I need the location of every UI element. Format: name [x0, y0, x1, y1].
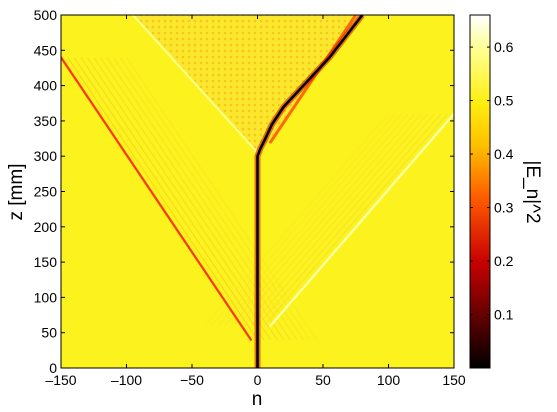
right-fringe-line	[257, 113, 442, 326]
x-axis: –150 –100 −50 0 50 100 150	[45, 15, 466, 388]
right-fringe-line	[211, 113, 396, 326]
x-tick-label: 100	[377, 372, 401, 388]
left-fringe-line	[93, 57, 285, 341]
left-radiation-edge	[61, 56, 253, 341]
central-soliton	[256, 15, 364, 368]
y-tick-label: 150	[34, 254, 58, 270]
colorbar-tick-label: 0.3	[494, 200, 514, 216]
right-fringe-line	[204, 113, 389, 326]
left-fringe-line	[67, 57, 258, 341]
y-tick-label: 100	[34, 289, 58, 305]
colorbar-tick-label: 0.4	[494, 146, 514, 162]
right-radiation-edge	[269, 112, 454, 327]
x-tick-label: –100	[111, 372, 142, 388]
left-fringe-line	[106, 57, 298, 341]
right-fringe-line	[217, 113, 402, 326]
left-fringe-line	[112, 57, 304, 341]
heatmap-features	[61, 15, 454, 368]
right-fringe-line	[250, 113, 435, 326]
x-tick-label: −50	[180, 372, 204, 388]
x-axis-label: n	[252, 389, 263, 410]
colorbar-tick-label: 0.2	[494, 253, 514, 269]
left-fringe-line	[126, 57, 317, 341]
y-tick-label: 350	[34, 113, 58, 129]
y-tick-label: 50	[41, 325, 57, 341]
y-tick-label: 300	[34, 148, 58, 164]
colorbar-label: |E_n|^2	[522, 160, 543, 223]
left-fringe-line	[86, 57, 278, 341]
y-axis-label: z [mm]	[6, 164, 27, 221]
y-tick-label: 450	[34, 42, 58, 58]
y-tick-label: 0	[49, 360, 57, 376]
x-tick-label: 50	[315, 372, 331, 388]
colorbar-tick-label: 0.6	[494, 39, 514, 55]
upper-left-edge	[131, 15, 259, 154]
left-fringe-line	[119, 57, 311, 341]
left-fringe-line	[80, 57, 272, 341]
y-axis: 0 50 100 150 200 250 300 350 400 450 500	[34, 7, 454, 376]
right-fringe-line	[263, 113, 448, 326]
colorbar-tick-label: 0.1	[494, 307, 514, 323]
right-fringe-line	[237, 113, 422, 326]
left-fringe-line	[73, 57, 265, 341]
right-fringe-line	[244, 113, 429, 326]
colorbar	[470, 15, 490, 368]
y-tick-label: 500	[34, 7, 58, 23]
x-tick-label: 150	[442, 372, 466, 388]
y-tick-label: 200	[34, 219, 58, 235]
y-tick-label: 250	[34, 184, 58, 200]
interference-wedge	[133, 15, 356, 153]
colorbar-frame	[469, 14, 491, 369]
x-tick-label: 0	[254, 372, 262, 388]
colorbar-tick-label: 0.5	[494, 93, 514, 109]
colorbar-axis: 0.1 0.2 0.3 0.4 0.5 0.6	[470, 39, 514, 323]
x-tick-label: –150	[45, 372, 76, 388]
y-tick-label: 400	[34, 78, 58, 94]
right-fringe-line	[230, 113, 416, 326]
